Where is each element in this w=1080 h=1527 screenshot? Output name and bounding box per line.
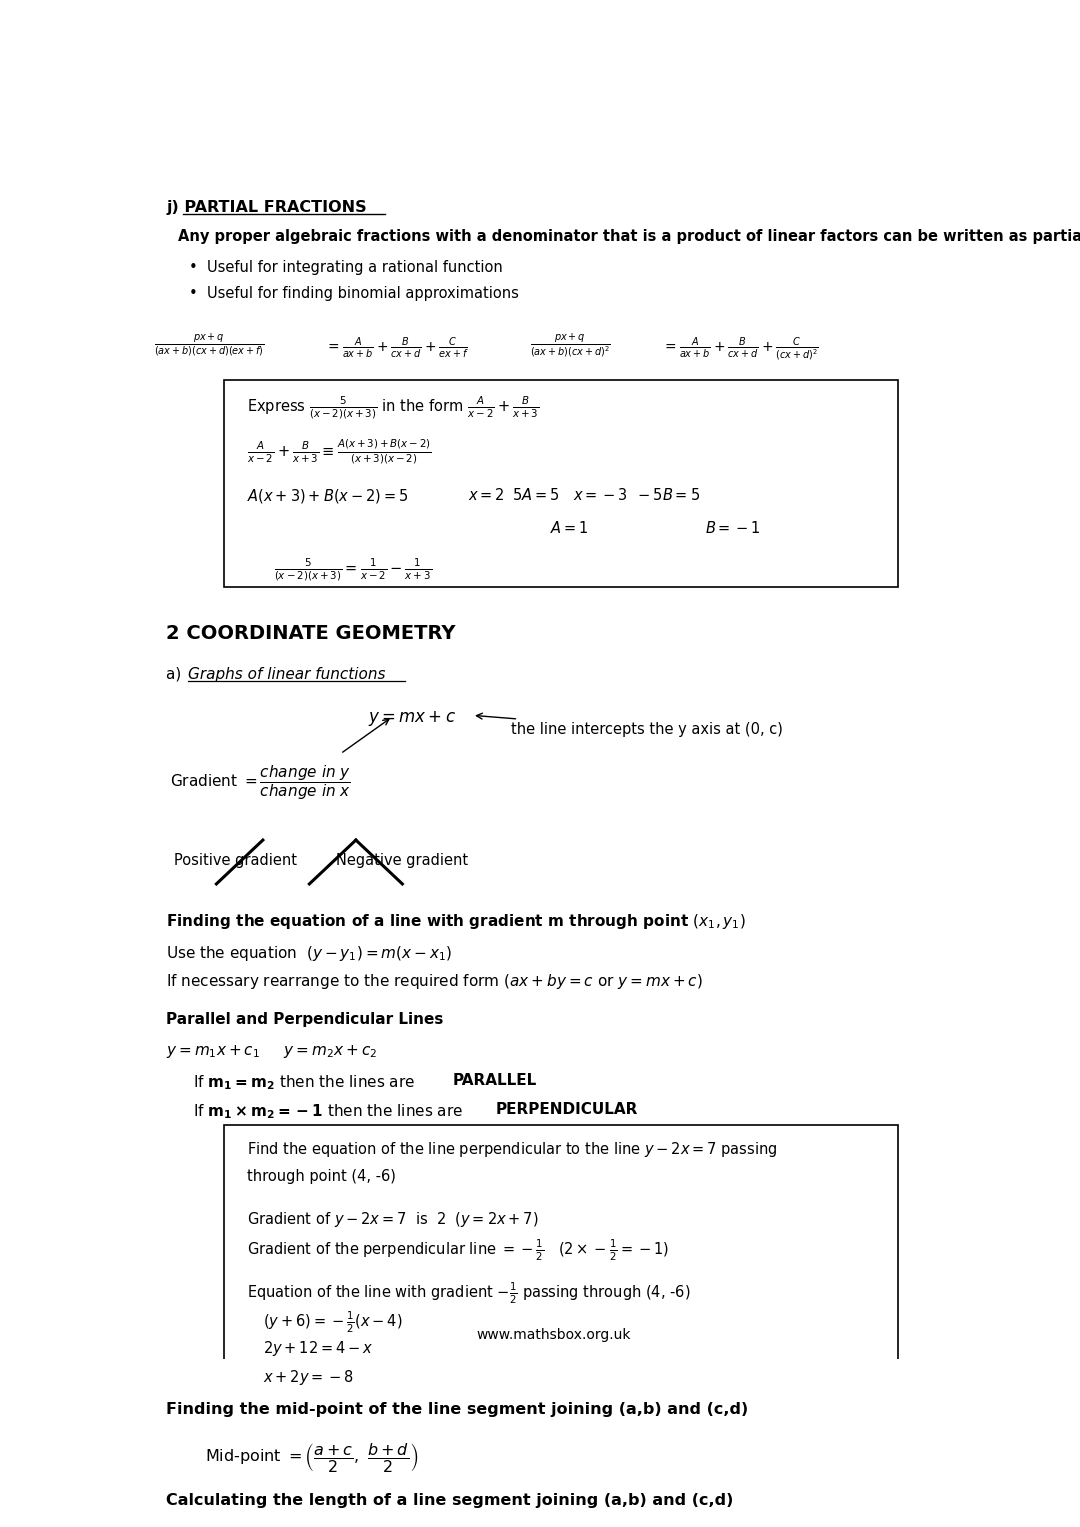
Text: If necessary rearrange to the required form $(ax + by = c$ or $y = mx + c)$: If necessary rearrange to the required f…: [166, 971, 703, 991]
Text: Parallel and Perpendicular Lines: Parallel and Perpendicular Lines: [166, 1012, 444, 1026]
Text: a): a): [166, 667, 186, 681]
FancyBboxPatch shape: [225, 1125, 899, 1368]
Text: $\frac{px+q}{(ax+b)(cx+d)^2}$: $\frac{px+q}{(ax+b)(cx+d)^2}$: [530, 331, 611, 360]
Text: Positive gradient: Positive gradient: [174, 854, 297, 869]
Text: $B = -1$: $B = -1$: [704, 519, 760, 536]
Text: $2y + 12 = 4 - x$: $2y + 12 = 4 - x$: [262, 1339, 374, 1358]
Text: PARALLEL: PARALLEL: [453, 1073, 537, 1089]
Text: www.mathsbox.org.uk: www.mathsbox.org.uk: [476, 1328, 631, 1342]
Text: $x + 2y = -8$: $x + 2y = -8$: [262, 1368, 354, 1387]
Text: the line intercepts the y axis at (0, c): the line intercepts the y axis at (0, c): [476, 713, 783, 738]
Text: $= \frac{A}{ax+b} + \frac{B}{cx+d} + \frac{C}{ex+f}$: $= \frac{A}{ax+b} + \frac{B}{cx+d} + \fr…: [325, 336, 469, 360]
Text: $\frac{A}{x-2} + \frac{B}{x+3} \equiv \frac{A(x+3)+B(x-2)}{(x+3)(x-2)}$: $\frac{A}{x-2} + \frac{B}{x+3} \equiv \f…: [247, 437, 432, 466]
Text: Gradient of the perpendicular line $= -\frac{1}{2}$   $(2 \times -\frac{1}{2} = : Gradient of the perpendicular line $= -\…: [247, 1238, 670, 1263]
Text: $y = mx + c$: $y = mx + c$: [367, 709, 456, 728]
FancyBboxPatch shape: [225, 380, 899, 588]
Text: Express $\frac{5}{(x-2)(x+3)}$ in the form $\frac{A}{x-2} + \frac{B}{x+3}$: Express $\frac{5}{(x-2)(x+3)}$ in the fo…: [247, 395, 540, 421]
Text: •  Useful for finding binomial approximations: • Useful for finding binomial approximat…: [189, 286, 519, 301]
Text: Find the equation of the line perpendicular to the line $y - 2x = 7$ passing: Find the equation of the line perpendicu…: [247, 1141, 778, 1159]
Text: through point (4, -6): through point (4, -6): [247, 1168, 396, 1183]
Text: 2 COORDINATE GEOMETRY: 2 COORDINATE GEOMETRY: [166, 625, 456, 643]
Text: $y = m_1x + c_1$     $y = m_2x + c_2$: $y = m_1x + c_1$ $y = m_2x + c_2$: [166, 1043, 378, 1060]
Text: Gradient $= \dfrac{\mathit{change\ in\ y}}{\mathit{change\ in\ x}}$: Gradient $= \dfrac{\mathit{change\ in\ y…: [170, 764, 351, 802]
Text: PERPENDICULAR: PERPENDICULAR: [496, 1102, 638, 1116]
Text: $A = 1$: $A = 1$: [550, 519, 589, 536]
Text: Finding the mid-point of the line segment joining (a,b) and (c,d): Finding the mid-point of the line segmen…: [166, 1402, 748, 1417]
Text: Graphs of linear functions: Graphs of linear functions: [188, 667, 386, 681]
Text: Use the equation  $(y - y_1) = m(x - x_1)$: Use the equation $(y - y_1) = m(x - x_1)…: [166, 944, 453, 964]
Text: Any proper algebraic fractions with a denominator that is a product of linear fa: Any proper algebraic fractions with a de…: [177, 229, 1080, 244]
Text: If $\mathbf{m_1 \times m_2 = -1}$ then the lines are: If $\mathbf{m_1 \times m_2 = -1}$ then t…: [193, 1102, 464, 1121]
Text: Equation of the line with gradient $-\frac{1}{2}$ passing through (4, -6): Equation of the line with gradient $-\fr…: [247, 1281, 691, 1306]
Text: •  Useful for integrating a rational function: • Useful for integrating a rational func…: [189, 260, 503, 275]
Text: If $\mathbf{m_1 = m_2}$ then the lines are: If $\mathbf{m_1 = m_2}$ then the lines a…: [193, 1073, 416, 1092]
Text: $= \frac{A}{ax+b} + \frac{B}{cx+d} + \frac{C}{(cx+d)^2}$: $= \frac{A}{ax+b} + \frac{B}{cx+d} + \fr…: [662, 336, 819, 363]
Text: j) PARTIAL FRACTIONS: j) PARTIAL FRACTIONS: [166, 200, 366, 215]
Text: $A(x+3) + B(x-2) = 5$: $A(x+3) + B(x-2) = 5$: [247, 487, 408, 505]
Text: Calculating the length of a line segment joining (a,b) and (c,d): Calculating the length of a line segment…: [166, 1493, 733, 1509]
Text: $x = 2\;\; 5A = 5 \quad x = -3\;\; -5B = 5$: $x = 2\;\; 5A = 5 \quad x = -3\;\; -5B =…: [469, 487, 700, 504]
Text: Mid-point $= \left(\dfrac{a+c}{2},\ \dfrac{b+d}{2}\right)$: Mid-point $= \left(\dfrac{a+c}{2},\ \dfr…: [205, 1440, 418, 1474]
Text: Negative gradient: Negative gradient: [337, 854, 469, 869]
Text: Gradient of $y - 2x = 7$  is  2  $(y = 2x + 7)$: Gradient of $y - 2x = 7$ is 2 $(y = 2x +…: [247, 1209, 539, 1229]
Text: $\frac{px+q}{(ax+b)(cx+d)(ex+f)}$: $\frac{px+q}{(ax+b)(cx+d)(ex+f)}$: [154, 331, 265, 359]
Text: $(y + 6) = -\frac{1}{2}(x - 4)$: $(y + 6) = -\frac{1}{2}(x - 4)$: [262, 1310, 403, 1335]
Text: Finding the equation of a line with gradient m through point $(x_1, y_1)$: Finding the equation of a line with grad…: [166, 912, 746, 930]
Text: $\frac{5}{(x-2)(x+3)} = \frac{1}{x-2} - \frac{1}{x+3}$: $\frac{5}{(x-2)(x+3)} = \frac{1}{x-2} - …: [274, 557, 433, 583]
